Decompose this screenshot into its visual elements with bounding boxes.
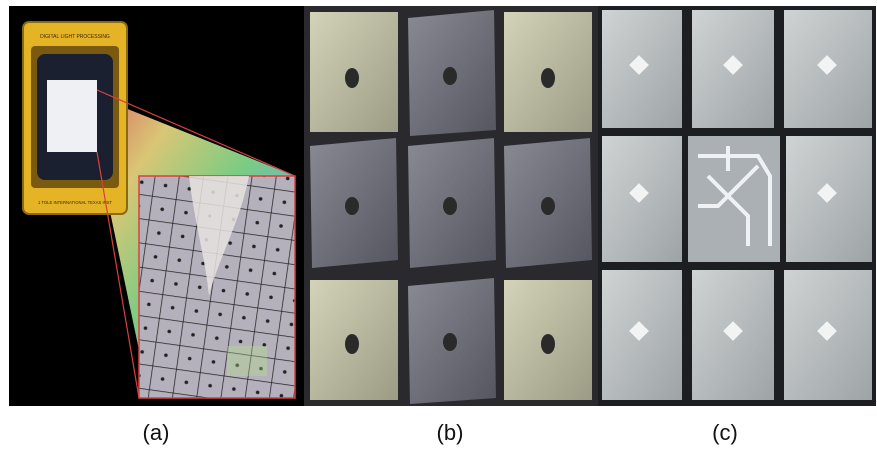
dmd-chip-illustration: DIGITAL LIGHT PROCESSING 1 TOLE INTERNAT…	[22, 21, 296, 399]
mirror-cell	[784, 270, 872, 400]
chip-label-bottom: 1 TOLE INTERNATIONAL TEXAS INST	[38, 200, 112, 205]
panel-c-image	[598, 6, 876, 406]
mirror-cell	[504, 12, 592, 132]
dmd-chip: DIGITAL LIGHT PROCESSING 1 TOLE INTERNAT…	[22, 21, 128, 215]
mirror-cell	[602, 10, 682, 128]
exposed-substrate	[688, 136, 780, 262]
mirror-cell	[504, 280, 592, 400]
mirror-cell	[786, 136, 872, 262]
mirror-cell	[504, 138, 592, 268]
mirror-cell	[692, 270, 774, 400]
mirror-cell	[602, 270, 682, 400]
mirror-cell	[784, 10, 872, 128]
mirror-cell	[310, 138, 398, 268]
panel-b-image	[304, 6, 598, 406]
micromirror-grid-center-removed	[598, 6, 876, 406]
caption-b: (b)	[436, 420, 464, 445]
hair-fiber	[189, 176, 249, 296]
mirror-cell	[408, 138, 496, 268]
tilted-micromirror-grid	[310, 10, 592, 404]
mirror-cell	[692, 10, 774, 128]
mirror-cell	[310, 280, 398, 400]
mirror-cell	[408, 278, 496, 404]
chip-label-top: DIGITAL LIGHT PROCESSING	[40, 34, 110, 40]
mirror-cell	[310, 12, 398, 132]
caption-a: (a)	[142, 420, 170, 445]
panel-a-image: DIGITAL LIGHT PROCESSING 1 TOLE INTERNAT…	[9, 6, 304, 406]
caption-c: (c)	[712, 420, 738, 445]
mirror-cell	[408, 10, 496, 136]
mirror-cell	[602, 136, 682, 262]
magnified-mirror-array	[138, 175, 296, 399]
